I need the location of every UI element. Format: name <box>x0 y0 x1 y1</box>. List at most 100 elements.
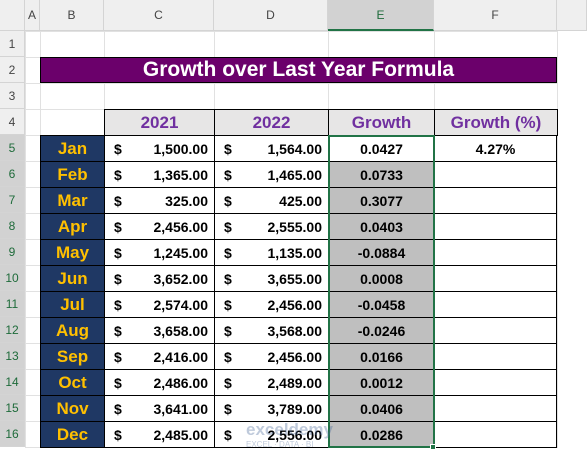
growth-pct-cell[interactable] <box>434 395 557 422</box>
column-header[interactable]: E <box>328 0 434 31</box>
amount: 2,456.00 <box>267 348 323 365</box>
amount: 325.00 <box>165 192 208 209</box>
grid-cell[interactable] <box>25 317 41 344</box>
amount: 3,568.00 <box>267 322 323 339</box>
growth-cell[interactable]: 0.0733 <box>328 161 435 188</box>
column-header[interactable]: B <box>40 0 104 31</box>
growth-cell[interactable]: 0.0012 <box>328 369 435 396</box>
row-header[interactable]: 6 <box>0 161 25 187</box>
row-header[interactable]: 16 <box>0 421 25 447</box>
grid-cell[interactable] <box>25 265 41 292</box>
amount-cell: $1,465.00 <box>214 161 329 188</box>
row-header[interactable]: 8 <box>0 213 25 239</box>
grid-cell[interactable] <box>25 239 41 266</box>
growth-pct-cell[interactable] <box>434 317 557 344</box>
amount-cell: $1,365.00 <box>104 161 215 188</box>
grid-cell[interactable] <box>25 421 41 448</box>
currency-symbol: $ <box>114 296 122 313</box>
column-header[interactable]: C <box>104 0 214 31</box>
amount: 3,641.00 <box>153 400 209 417</box>
grid-cell[interactable] <box>214 31 329 58</box>
growth-pct-cell[interactable]: 4.27% <box>434 135 557 162</box>
amount: 2,486.00 <box>153 374 209 391</box>
grid-cell[interactable] <box>25 369 41 396</box>
grid-cell[interactable] <box>25 135 41 162</box>
grid-cell[interactable] <box>434 31 558 58</box>
grid-cell[interactable] <box>25 109 41 136</box>
grid-cell[interactable] <box>40 109 105 136</box>
row-header[interactable]: 12 <box>0 317 25 343</box>
growth-pct-cell[interactable] <box>434 421 557 448</box>
growth-pct-cell[interactable] <box>434 161 557 188</box>
row-header[interactable]: 1 <box>0 31 25 57</box>
amount: 1,245.00 <box>153 244 209 261</box>
growth-cell[interactable]: 0.0008 <box>328 265 435 292</box>
column-header[interactable]: D <box>214 0 328 31</box>
grid-cell[interactable] <box>25 395 41 422</box>
amount: 1,564.00 <box>267 140 323 157</box>
amount-cell: $425.00 <box>214 187 329 214</box>
grid-cell[interactable] <box>214 83 329 110</box>
row-header[interactable]: 11 <box>0 291 25 317</box>
amount: 2,456.00 <box>153 218 209 235</box>
row-header[interactable]: 5 <box>0 135 25 161</box>
table-header: Growth (%) <box>434 109 558 136</box>
column-header[interactable]: F <box>434 0 557 31</box>
row-header[interactable]: 10 <box>0 265 25 291</box>
currency-symbol: $ <box>114 348 122 365</box>
growth-pct-cell[interactable] <box>434 369 557 396</box>
amount: 2,574.00 <box>153 296 209 313</box>
growth-pct-cell[interactable] <box>434 291 557 318</box>
grid-cell[interactable] <box>25 161 41 188</box>
grid-cell[interactable] <box>25 187 41 214</box>
currency-symbol: $ <box>224 270 232 287</box>
grid-cell[interactable] <box>328 31 435 58</box>
growth-pct-cell[interactable] <box>434 213 557 240</box>
grid-cell[interactable] <box>434 83 558 110</box>
corner <box>0 0 25 31</box>
grid-cell[interactable] <box>25 31 41 58</box>
grid-cell[interactable] <box>25 213 41 240</box>
growth-pct-cell[interactable] <box>434 343 557 370</box>
grid-cell[interactable] <box>328 83 435 110</box>
amount-cell: $3,658.00 <box>104 317 215 344</box>
growth-cell[interactable]: 0.0403 <box>328 213 435 240</box>
currency-symbol: $ <box>114 322 122 339</box>
growth-cell[interactable]: 0.0427 <box>328 135 435 162</box>
watermark-tagline: EXCEL · DATA · BI <box>246 440 314 449</box>
row-header[interactable]: 14 <box>0 369 25 395</box>
row-header[interactable]: 2 <box>0 57 25 83</box>
growth-cell[interactable]: 0.0406 <box>328 395 435 422</box>
grid-cell[interactable] <box>40 83 105 110</box>
month-cell: May <box>40 239 105 266</box>
grid-cell[interactable] <box>104 83 215 110</box>
row-header[interactable]: 4 <box>0 109 25 135</box>
grid-cell[interactable] <box>40 31 105 58</box>
month-cell: Apr <box>40 213 105 240</box>
table-header: Growth <box>328 109 435 136</box>
row-header[interactable]: 15 <box>0 395 25 421</box>
grid-cell[interactable] <box>25 57 41 84</box>
row-header[interactable]: 9 <box>0 239 25 265</box>
currency-symbol: $ <box>224 426 232 443</box>
month-cell: Nov <box>40 395 105 422</box>
amount-cell: $2,489.00 <box>214 369 329 396</box>
row-header[interactable]: 13 <box>0 343 25 369</box>
grid-cell[interactable] <box>104 31 215 58</box>
growth-pct-cell[interactable] <box>434 265 557 292</box>
currency-symbol: $ <box>114 218 122 235</box>
row-header[interactable]: 7 <box>0 187 25 213</box>
amount-cell: $1,135.00 <box>214 239 329 266</box>
column-header[interactable]: A <box>25 0 40 31</box>
growth-pct-cell[interactable] <box>434 187 557 214</box>
amount-cell: $3,652.00 <box>104 265 215 292</box>
grid-cell[interactable] <box>25 291 41 318</box>
month-cell: Sep <box>40 343 105 370</box>
grid-cell[interactable] <box>25 83 41 110</box>
amount: 3,658.00 <box>153 322 209 339</box>
row-header[interactable]: 3 <box>0 83 25 109</box>
grid-cell[interactable] <box>25 343 41 370</box>
growth-pct-cell[interactable] <box>434 239 557 266</box>
currency-symbol: $ <box>224 140 232 157</box>
growth-cell[interactable]: 0.3077 <box>328 187 435 214</box>
